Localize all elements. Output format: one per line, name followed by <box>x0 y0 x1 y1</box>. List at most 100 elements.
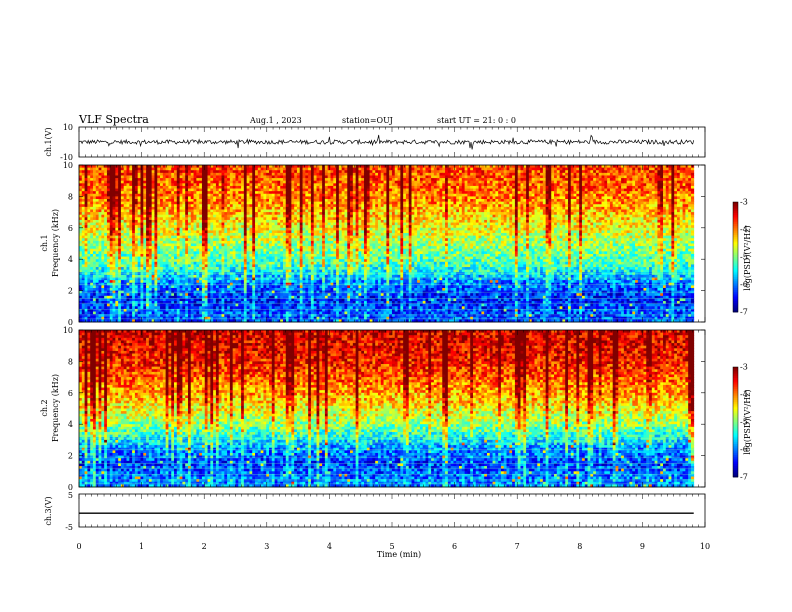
spectrogram-cell <box>392 215 395 218</box>
spectrogram-cell <box>624 189 627 192</box>
spectrogram-cell <box>476 202 479 205</box>
spectrogram-cell <box>308 175 311 178</box>
spectrogram-cell <box>333 212 336 215</box>
spectrogram-cell <box>367 204 370 207</box>
spectrogram-cell <box>576 189 579 192</box>
spectrogram-cell <box>115 196 118 199</box>
spectrogram-cell <box>392 175 395 178</box>
spectrogram-cell <box>627 204 630 207</box>
spectrogram-cell <box>252 191 255 194</box>
spectrogram-cell <box>135 202 138 205</box>
spectrogram-cell <box>138 207 141 210</box>
spectrogram-cell <box>325 212 328 215</box>
spectrogram-cell <box>674 168 677 171</box>
spectrogram-cell <box>674 207 677 210</box>
spectrogram-cell <box>515 173 518 176</box>
spectrogram-cell <box>143 212 146 215</box>
spectrogram-cell <box>448 175 451 178</box>
spectrogram-cell <box>392 189 395 192</box>
spectrogram-cell <box>244 186 247 189</box>
spectrogram-cell <box>596 186 599 189</box>
spectrogram-cell <box>523 168 526 171</box>
spectrogram-cell <box>554 199 557 202</box>
spectrogram-cell <box>618 189 621 192</box>
spectrogram-cell <box>160 194 163 197</box>
spectrogram-cell <box>356 173 359 176</box>
spectrogram-cell <box>300 183 303 186</box>
spectrogram-cell <box>565 220 568 223</box>
spectrogram-cell <box>311 204 314 207</box>
spectrogram-cell <box>205 168 208 171</box>
spectrogram-cell <box>219 215 222 218</box>
spectrogram-cell <box>683 181 686 184</box>
spectrogram-cell <box>621 207 624 210</box>
spectrogram-cell <box>576 202 579 205</box>
spectrogram-cell <box>160 204 163 207</box>
spectrogram-cell <box>143 199 146 202</box>
spectrogram-cell <box>263 168 266 171</box>
spectrogram-cell <box>314 178 317 181</box>
spectrogram-cell <box>255 223 258 226</box>
spectrogram-cell <box>649 220 652 223</box>
spectrogram-cell <box>227 170 230 173</box>
spectrogram-cell <box>333 196 336 199</box>
spectrogram-cell <box>249 202 252 205</box>
spectrogram-cell <box>624 196 627 199</box>
spectrogram-cell <box>604 220 607 223</box>
spectrogram-cell <box>129 178 132 181</box>
spectrogram-cell <box>157 173 160 176</box>
spectrogram-cell <box>629 170 632 173</box>
spectrogram-cell <box>113 220 116 223</box>
spectrogram-cell <box>509 215 512 218</box>
spectrogram-cell <box>194 178 197 181</box>
spectrogram-cell <box>350 223 353 226</box>
spectrogram-cell <box>674 215 677 218</box>
spectrogram-cell <box>389 202 392 205</box>
spectrogram-cell <box>409 220 412 223</box>
spectrogram-cell <box>358 189 361 192</box>
spectrogram-cell <box>216 209 219 212</box>
spectrogram-cell <box>138 173 141 176</box>
spectrogram-cell <box>417 168 420 171</box>
spectrogram-cell <box>677 175 680 178</box>
spectrogram-cell <box>381 168 384 171</box>
spectrogram-cell <box>520 178 523 181</box>
spectrogram-cell <box>289 178 292 181</box>
spectrogram-cell <box>484 191 487 194</box>
spectrogram-cell <box>465 168 468 171</box>
spectrogram-cell <box>140 170 143 173</box>
spectrogram-cell <box>317 175 320 178</box>
spectrogram-cell <box>143 178 146 181</box>
spectrogram-cell <box>582 170 585 173</box>
spectrogram-cell <box>688 194 691 197</box>
spectrogram-cell <box>543 212 546 215</box>
spectrogram-cell <box>507 217 510 220</box>
spectrogram-cell <box>688 215 691 218</box>
spectrogram-cell <box>456 212 459 215</box>
spectrogram-cell <box>398 207 401 210</box>
spectrogram-cell <box>568 170 571 173</box>
spectrogram-cell <box>638 199 641 202</box>
spectrogram-cell <box>188 209 191 212</box>
spectrogram-cell <box>593 183 596 186</box>
spectrogram-cell <box>347 181 350 184</box>
spectrogram-cell <box>339 181 342 184</box>
spectrogram-cell <box>518 165 521 168</box>
spectrogram-cell <box>501 181 504 184</box>
spectrogram-cell <box>498 189 501 192</box>
spectrogram-cell <box>479 199 482 202</box>
spectrogram-cell <box>344 183 347 186</box>
spectrogram-cell <box>632 196 635 199</box>
spectrogram-cell <box>297 220 300 223</box>
spectrogram-cell <box>308 217 311 220</box>
spectrogram-cell <box>160 207 163 210</box>
spectrogram-cell <box>303 178 306 181</box>
spectrogram-cell <box>523 212 526 215</box>
spectrogram-cell <box>683 194 686 197</box>
spectrogram-cell <box>448 173 451 176</box>
spectrogram-cell <box>300 186 303 189</box>
spectrogram-cell <box>495 202 498 205</box>
spectrogram-cell <box>445 168 448 171</box>
spectrogram-cell <box>182 212 185 215</box>
spectrogram-cell <box>230 207 233 210</box>
